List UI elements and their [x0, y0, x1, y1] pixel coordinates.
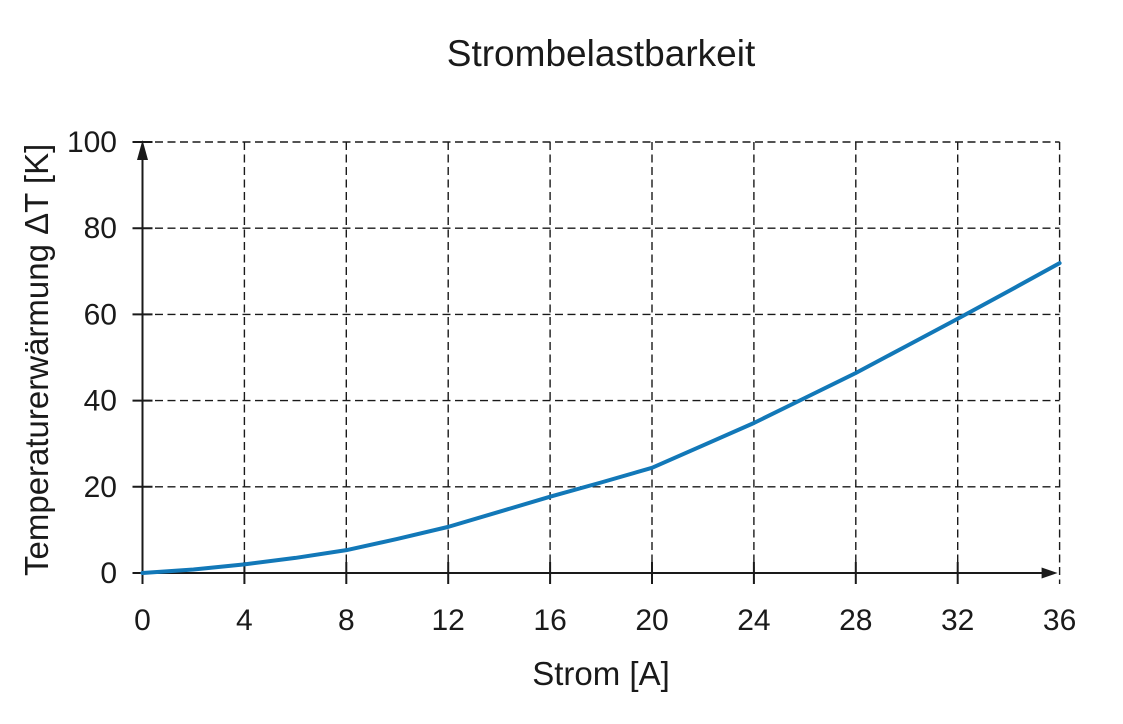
x-tick-label-32: 32 — [941, 604, 974, 637]
x-tick-label-20: 20 — [635, 604, 668, 637]
y-tick-label-20: 20 — [84, 471, 117, 504]
x-tick-label-24: 24 — [737, 604, 770, 637]
x-tick-label-4: 4 — [236, 604, 253, 637]
x-tick-label-36: 36 — [1043, 604, 1076, 637]
x-tick-label-28: 28 — [839, 604, 872, 637]
data-curve-temperature-rise — [140, 261, 1062, 575]
x-tick-label-8: 8 — [338, 604, 355, 637]
y-tick-label-100: 100 — [67, 126, 117, 159]
x-tick-label-0: 0 — [134, 604, 151, 637]
y-tick-label-40: 40 — [84, 385, 117, 418]
y-tick-label-60: 60 — [84, 298, 117, 331]
x-tick-label-16: 16 — [533, 604, 566, 637]
y-tick-label-0: 0 — [100, 557, 117, 590]
x-tick-label-12: 12 — [432, 604, 465, 637]
x-axis-arrowhead — [1041, 567, 1058, 579]
y-tick-label-80: 80 — [84, 212, 117, 245]
chart-title: Strombelastbarkeit — [446, 33, 756, 74]
y-axis-arrowhead — [137, 140, 148, 160]
x-axis-label: Strom [A] — [532, 655, 670, 692]
